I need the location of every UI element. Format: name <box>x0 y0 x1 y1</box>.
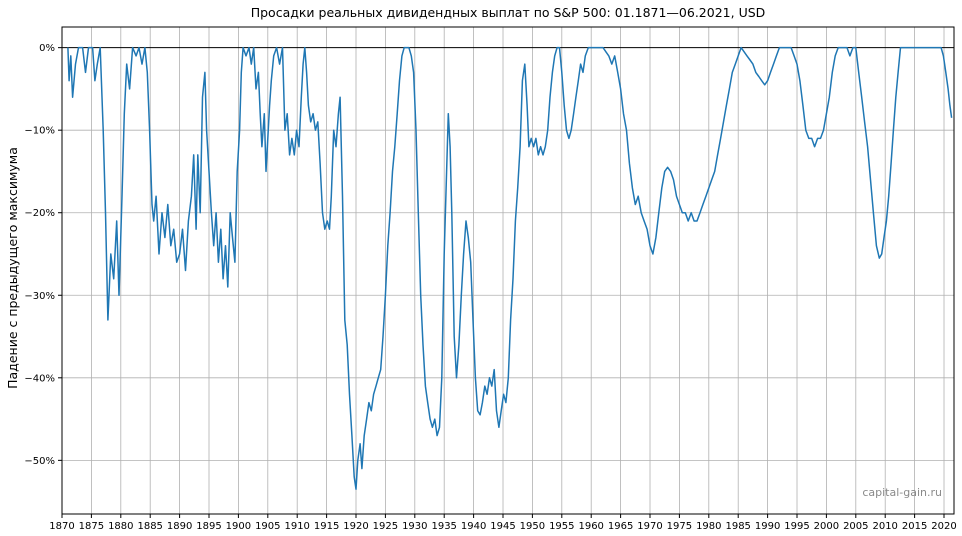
plot-frame <box>61 26 955 515</box>
x-tick-label: 1875 <box>79 521 104 532</box>
x-tick-label: 2015 <box>902 521 927 532</box>
x-tick-label: 1905 <box>255 521 280 532</box>
x-tick-label: 1980 <box>696 521 721 532</box>
x-tick-label: 2005 <box>843 521 868 532</box>
x-tick-label: 1965 <box>608 521 633 532</box>
y-axis-label: Падение с предыдущего максимума <box>5 147 20 389</box>
x-tick-label: 1970 <box>637 521 662 532</box>
x-tick-label: 1895 <box>196 521 221 532</box>
x-tick-label: 2020 <box>931 521 956 532</box>
x-tick-label: 2000 <box>814 521 839 532</box>
x-tick-label: 1870 <box>49 521 74 532</box>
x-tick-label: 1995 <box>784 521 809 532</box>
x-gridlines <box>61 27 945 514</box>
x-tick-label: 1950 <box>520 521 545 532</box>
y-tick-label: −30% <box>24 291 55 302</box>
y-tick-label: −10% <box>24 126 55 137</box>
x-tick-label: 1985 <box>725 521 750 532</box>
x-tick-label: 1955 <box>549 521 574 532</box>
x-tick-label: 1915 <box>314 521 339 532</box>
x-tick-label: 1940 <box>461 521 486 532</box>
y-tick-label: −40% <box>24 373 55 384</box>
x-tick-label: 1960 <box>578 521 603 532</box>
x-tick-label: 1935 <box>431 521 456 532</box>
x-tick-label: 1880 <box>108 521 133 532</box>
y-gridlines <box>62 129 954 461</box>
watermark: capital-gain.ru <box>862 486 942 499</box>
x-tick-label: 1975 <box>667 521 692 532</box>
x-tick-label: 1945 <box>490 521 515 532</box>
x-tick-label: 2010 <box>872 521 897 532</box>
x-tick-label: 1925 <box>373 521 398 532</box>
y-tick-label: −20% <box>24 208 55 219</box>
x-tick-label: 1930 <box>402 521 427 532</box>
y-tick-label: 0% <box>39 43 55 54</box>
x-tick-label: 1885 <box>137 521 162 532</box>
y-tick-label: −50% <box>24 456 55 467</box>
x-tick-label: 1890 <box>167 521 192 532</box>
y-tick-labels: 0% −10% −20% −30% −40% −50% <box>24 43 62 467</box>
x-tick-label: 1920 <box>343 521 368 532</box>
chart-title: Просадки реальных дивидендных выплат по … <box>251 5 766 20</box>
x-tick-label: 1900 <box>226 521 251 532</box>
series-line <box>67 46 953 490</box>
x-tick-label: 1990 <box>755 521 780 532</box>
x-tick-label: 1910 <box>284 521 309 532</box>
x-tick-labels: 1870 1875 1880 1885 1890 1895 1900 1905 1910 1915… <box>49 514 957 532</box>
